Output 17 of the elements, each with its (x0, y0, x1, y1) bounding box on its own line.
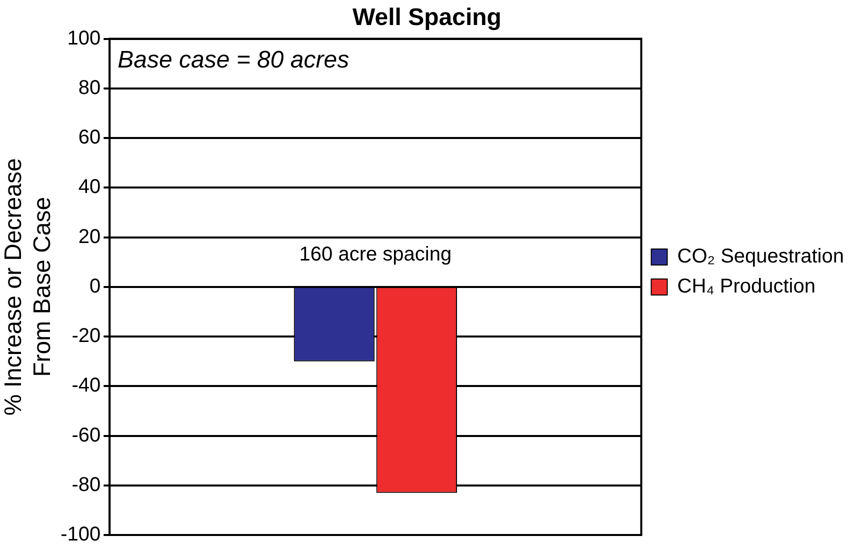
y-axis-title: % Increase or Decrease From Base Case (0, 158, 56, 416)
chart-title: Well Spacing (352, 4, 502, 32)
legend-label: CH₄ Production (677, 276, 816, 298)
y-tick-label: 80 (78, 76, 101, 99)
y-tick-label: -100 (60, 524, 101, 546)
legend-label: CO₂ Sequestration (677, 246, 844, 268)
y-tick-label: 60 (78, 126, 101, 149)
y-tick-label: -20 (72, 325, 101, 348)
y-tick-label: 0 (90, 275, 101, 298)
y-tick-label: 40 (78, 176, 101, 198)
y-tick-label: 100 (67, 27, 101, 50)
x-tick-label: 160 acre spacing (299, 243, 452, 266)
y-tick-label: -80 (72, 474, 101, 496)
y-tick-label: -60 (72, 424, 101, 446)
annotation: Base case = 80 acres (118, 46, 350, 74)
y-tick-label: 20 (78, 226, 101, 248)
y-tick-label: -40 (72, 374, 101, 397)
